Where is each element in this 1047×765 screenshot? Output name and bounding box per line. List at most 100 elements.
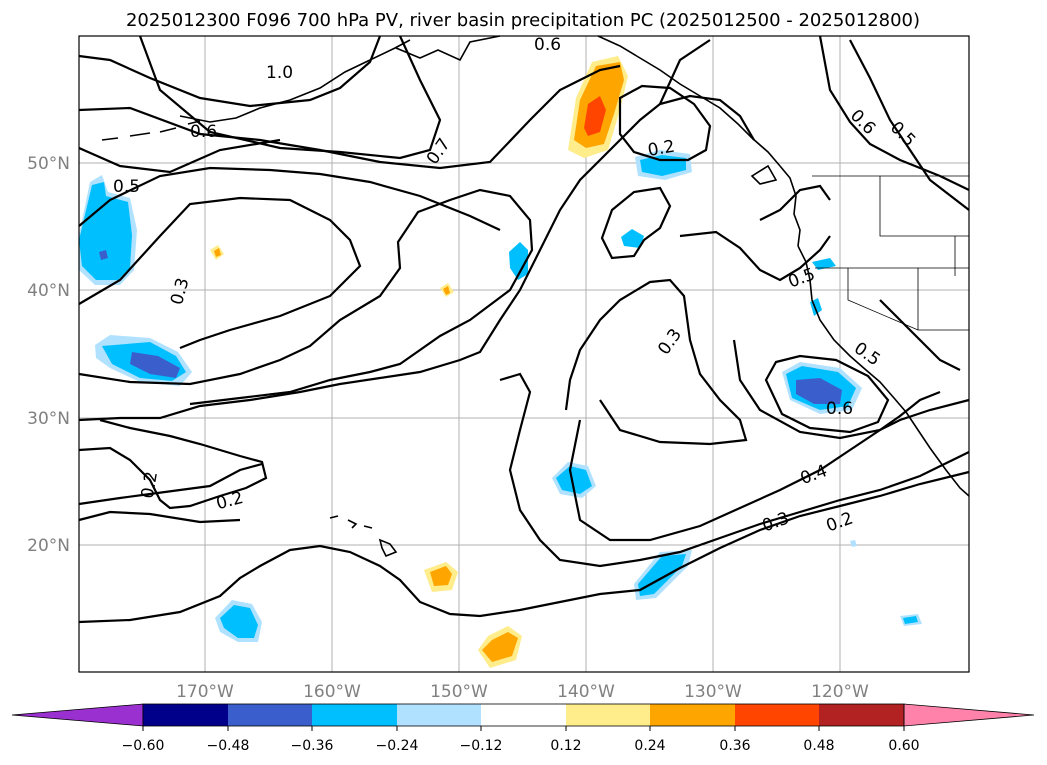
lon-label-160w: 160°W [303,682,361,702]
contour-label-3: 0.6 [190,122,217,142]
contour-line-13 [499,372,970,568]
contour-line-7 [78,188,534,406]
map-background [79,36,969,672]
precip-blob-gulf-alaska-inner [584,96,606,136]
colorbar-tick-label-4: −0.24 [376,738,419,754]
alaska-mainland-coast [395,35,501,62]
colorbar-frame [142,703,905,727]
aleutian-islands [101,120,201,141]
precip-blob-south-central-core [482,632,518,662]
contour-label-1: 0.6 [534,35,561,55]
us-west-coast [797,245,907,413]
contour-label-9: 0.2 [646,137,676,161]
precip-blob-west-central-inner [130,352,180,378]
map-frame [78,35,970,673]
colorbar-tick-label-9: 0.48 [803,738,834,754]
lon-labels: 170°W 160°W 150°W 140°W 130°W 120°W [176,682,869,702]
precip-blob-mid [621,229,644,248]
state-borders [815,176,969,331]
lon-label-140w: 140°W [557,682,615,702]
precip-blob-tiny [850,540,857,547]
lat-label-40n: 40°N [27,281,70,301]
precip-blob-small-mid-core [443,286,450,295]
colorbar-segment-3 [312,704,397,726]
colorbar-tick-label-1: −0.60 [122,738,165,754]
contour-line-22 [818,35,970,191]
contour-line-2 [138,35,442,160]
colorbar-extend-min [11,703,144,727]
contour-line-12 [78,510,241,524]
precip-blob-west-edge-core [79,182,132,280]
bc-coast [779,165,801,247]
colorbar-segment-4 [397,704,481,726]
contour-line-8 [78,94,755,422]
colorbar-segment-2 [228,704,312,726]
contour-line-15 [564,278,748,446]
contour-line-4 [78,138,281,174]
contour-line-14 [568,390,941,542]
colorbar-segment-1 [143,704,228,726]
precip-blob-west-edge-inner [99,250,108,260]
lat-label-30n: 30°N [27,409,70,429]
colorbar-tick-label-2: −0.48 [207,738,250,754]
contour-label-2: 1.0 [266,63,293,83]
map-title: 2025012300 F096 700 hPa PV, river basin … [126,10,920,31]
precip-blob-far-south-core [903,616,918,624]
contour-line-20 [732,339,970,440]
baja-coast [905,411,970,497]
colorbar-segment-7 [650,704,735,726]
contour-line-1 [78,35,382,108]
lon-label-170w: 170°W [176,682,234,702]
colorbar-segment-5 [481,704,566,726]
colorbar-tick-label-3: −0.36 [291,738,334,754]
colorbar-tick-label-6: 0.12 [550,738,581,754]
precip-blob-southwest-core [220,605,258,638]
colorbar-tick-label-8: 0.36 [719,738,750,754]
contour-label-15: 0.6 [826,399,853,419]
contour-line-9 [78,418,268,510]
colorbar-tick-label-5: −0.12 [460,738,503,754]
lon-label-120w: 120°W [811,682,869,702]
contour-line-18 [764,354,890,434]
precip-blob-small-west-core [214,248,221,257]
contour-line-21 [658,39,970,211]
colorbar-extend-max [903,703,1035,727]
pv-contours [78,35,970,624]
contour-label-5: 0.5 [113,177,140,197]
precip-blob-nevada [812,258,836,270]
contour-line-16 [600,186,672,260]
colorbar-ticks [142,726,905,731]
vancouver-island [750,164,778,185]
precip-negative-areas [79,150,922,642]
contour-line-3 [78,64,621,170]
contour-line-23 [759,184,961,371]
contour-line-19 [679,230,831,282]
lon-label-130w: 130°W [684,682,742,702]
colorbar: −0.60 −0.48 −0.36 −0.24 −0.12 0.12 0.24 … [11,703,1035,754]
alaska-peninsula-coast [179,39,411,123]
coastlines [101,35,970,558]
contour-line-10 [78,462,263,506]
map-panel: 0.6 1.0 0.6 0.7 0.5 0.3 0.2 0.2 0.2 0.6 … [78,35,970,673]
hawaiian-islands [329,515,398,558]
colorbar-tick-label-7: 0.24 [634,738,665,754]
colorbar-segment-6 [566,704,650,726]
southeast-alaska-coast [597,35,781,167]
contour-line-17 [618,84,712,162]
precip-positive-areas [210,56,628,668]
contour-label-7: 0.2 [138,470,162,500]
colorbar-segment-8 [735,704,819,726]
contour-line-6 [78,196,362,350]
colorbar-segment-9 [819,704,904,726]
precip-blob-california-offshore-inner [796,378,842,404]
contour-line-11 [78,470,970,624]
precip-blob-central [509,242,528,280]
colorbar-tick-label-10: 0.60 [888,738,919,754]
lon-label-150w: 150°W [430,682,488,702]
lat-labels: 50°N 40°N 30°N 20°N [27,154,70,556]
lat-label-50n: 50°N [27,154,70,174]
precip-blob-hawaii-east-core [430,566,452,586]
precip-blob-sub-tropical-core [556,466,592,494]
contour-line-5 [78,166,501,231]
